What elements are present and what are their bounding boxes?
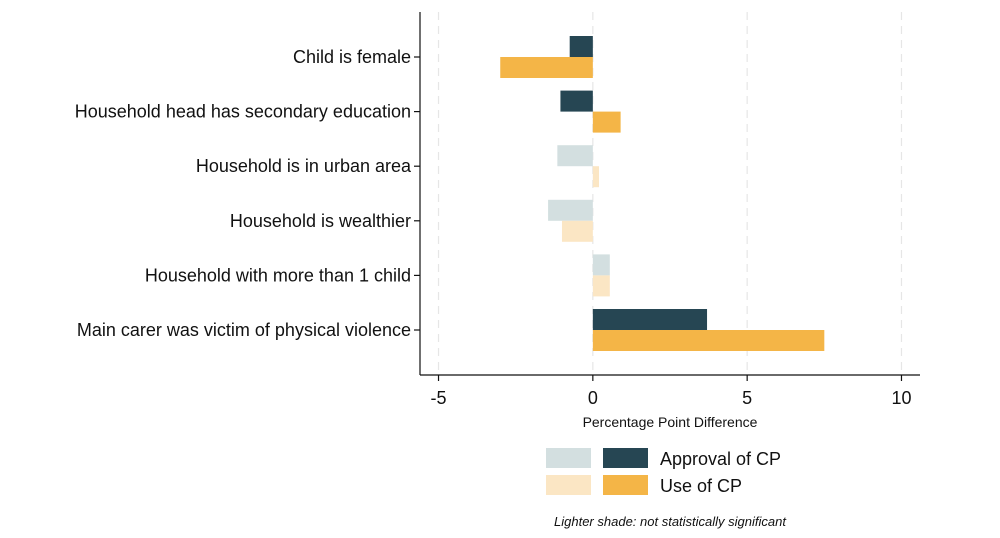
approval-bar (592, 254, 610, 276)
use-bar (592, 111, 621, 133)
use-bar (592, 330, 825, 351)
x-tick-label: 10 (891, 388, 911, 408)
legend-label: Approval of CP (660, 449, 781, 469)
category-label: Household is in urban area (196, 156, 412, 176)
use-bar (592, 166, 600, 188)
approval-bar (560, 90, 593, 112)
category-label: Child is female (293, 47, 411, 67)
legend: Approval of CP Use of CP (546, 448, 781, 496)
x-tick-label: -5 (431, 388, 447, 408)
bars (500, 36, 825, 351)
approval-bar (548, 199, 593, 221)
approval-bar (569, 36, 593, 57)
category-label: Main carer was victim of physical violen… (77, 320, 411, 340)
x-tick-label: 5 (742, 388, 752, 408)
use-bar (500, 57, 593, 78)
x-ticks: -5 0 5 10 (431, 375, 911, 408)
category-label: Household head has secondary education (75, 102, 411, 122)
use-bar (561, 220, 593, 242)
legend-swatch-light (546, 475, 591, 495)
approval-bar (557, 145, 593, 167)
category-label: Household with more than 1 child (145, 265, 411, 285)
x-axis-title: Percentage Point Difference (583, 414, 758, 430)
legend-swatch (603, 448, 648, 468)
use-bar (592, 275, 610, 297)
significance-note: Lighter shade: not statistically signifi… (554, 514, 787, 529)
axes (419, 12, 920, 376)
approval-bar (592, 309, 708, 330)
legend-swatch (603, 475, 648, 495)
category-labels: Child is female Household head has second… (75, 47, 420, 340)
x-tick-label: 0 (588, 388, 598, 408)
legend-label: Use of CP (660, 476, 742, 496)
legend-swatch-light (546, 448, 591, 468)
category-label: Household is wealthier (230, 211, 411, 231)
